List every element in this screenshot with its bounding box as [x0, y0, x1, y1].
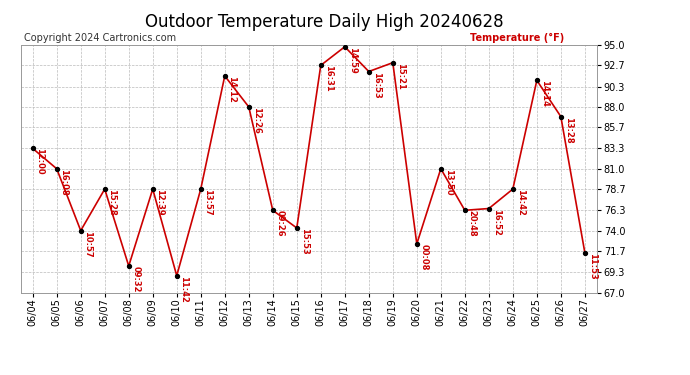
Point [244, 104, 255, 110]
Point [124, 263, 135, 269]
Text: 15:28: 15:28 [108, 189, 117, 216]
Text: 14:42: 14:42 [515, 189, 524, 216]
Point [387, 60, 398, 66]
Text: 12:39: 12:39 [155, 189, 164, 216]
Text: 11:53: 11:53 [588, 253, 597, 279]
Point [411, 241, 422, 247]
Text: 16:52: 16:52 [491, 209, 501, 236]
Point [460, 207, 471, 213]
Point [435, 166, 446, 172]
Point [580, 250, 591, 256]
Point [51, 166, 62, 172]
Text: 14:12: 14:12 [228, 76, 237, 103]
Point [267, 207, 278, 213]
Text: Copyright 2024 Cartronics.com: Copyright 2024 Cartronics.com [23, 33, 176, 42]
Point [291, 225, 302, 231]
Point [219, 73, 230, 79]
Point [147, 186, 158, 192]
Point [483, 206, 494, 212]
Text: 14:59: 14:59 [348, 47, 357, 74]
Point [531, 77, 542, 83]
Text: 15:21: 15:21 [395, 63, 404, 90]
Point [75, 228, 86, 234]
Text: 12:26: 12:26 [252, 107, 261, 134]
Text: 13:28: 13:28 [564, 117, 573, 143]
Text: Outdoor Temperature Daily High 20240628: Outdoor Temperature Daily High 20240628 [145, 13, 504, 31]
Text: 10:57: 10:57 [83, 231, 92, 257]
Text: 09:26: 09:26 [275, 210, 284, 237]
Point [363, 69, 374, 75]
Text: 16:53: 16:53 [372, 72, 381, 98]
Text: 11:42: 11:42 [179, 276, 188, 303]
Text: 13:57: 13:57 [204, 189, 213, 216]
Text: 14:14: 14:14 [540, 80, 549, 107]
Text: 00:08: 00:08 [420, 244, 428, 270]
Point [99, 186, 110, 192]
Text: 20:48: 20:48 [468, 210, 477, 237]
Text: 16:08: 16:08 [59, 169, 68, 195]
Point [171, 273, 182, 279]
Point [555, 114, 566, 120]
Point [195, 186, 206, 192]
Text: 09:32: 09:32 [132, 266, 141, 292]
Point [507, 186, 518, 192]
Text: 13:50: 13:50 [444, 169, 453, 195]
Point [339, 44, 351, 50]
Point [315, 62, 326, 68]
Text: 16:31: 16:31 [324, 65, 333, 92]
Text: Temperature (°F): Temperature (°F) [470, 33, 564, 42]
Text: 15:53: 15:53 [299, 228, 308, 255]
Point [27, 146, 38, 152]
Text: 12:00: 12:00 [35, 148, 44, 175]
